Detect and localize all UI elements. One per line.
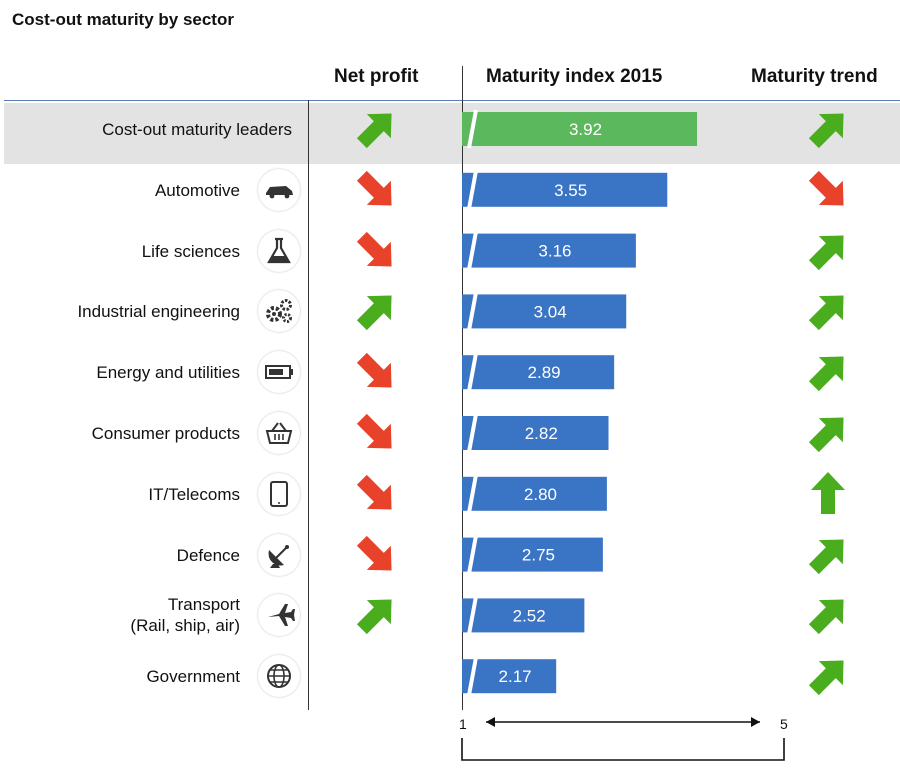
- header-divider: [4, 100, 900, 101]
- axis-break-mark: [467, 656, 478, 696]
- row-label: Consumer products: [92, 423, 240, 444]
- row-label-text: Transport: [167, 595, 240, 615]
- axis-break-mark: [467, 413, 478, 453]
- row-label-text: Energy and utilities: [96, 363, 240, 383]
- row-label-text: Cost-out maturity leaders: [102, 120, 292, 139]
- axis-arrowhead: [751, 717, 760, 727]
- maturity-trend-up-right-arrow-icon: [800, 283, 856, 344]
- flask-icon: [258, 229, 300, 272]
- bar-value-label: 2.80: [524, 485, 557, 504]
- maturity-trend-up-arrow-icon: [800, 466, 856, 527]
- bar-value-label: 3.16: [538, 242, 571, 261]
- maturity-trend-down-right-arrow-icon: [800, 162, 856, 223]
- row-label: IT/Telecoms: [148, 484, 240, 505]
- row-label-text: Defence: [176, 545, 240, 565]
- bar-defence: [462, 537, 603, 572]
- maturity-trend-up-right-arrow-icon: [800, 101, 856, 162]
- axis-max-label: 5: [780, 716, 788, 732]
- axis-range-bracket: [461, 738, 785, 761]
- car-icon: [258, 168, 300, 211]
- leader-row-highlight: [4, 103, 900, 164]
- row-label-text: Automotive: [154, 180, 240, 200]
- airplane-icon: [258, 594, 300, 637]
- row-label: Cost-out maturity leaders: [102, 119, 292, 140]
- bar-automotive: [462, 172, 668, 207]
- row-label: Life sciences: [142, 241, 240, 262]
- maturity-trend-up-right-arrow-icon: [800, 587, 856, 648]
- axis-arrowhead: [486, 717, 495, 727]
- bar-government: [462, 659, 557, 694]
- bar-value-label: 2.75: [522, 546, 555, 565]
- globe-icon: [258, 655, 300, 698]
- tablet-icon: [258, 472, 300, 515]
- row-label: Automotive: [155, 180, 240, 201]
- basket-icon: [258, 412, 300, 454]
- row-label-text: Consumer products: [91, 424, 240, 443]
- bar-energy-and-utilities: [462, 355, 615, 390]
- bar-value-label: 2.52: [513, 606, 546, 625]
- net-profit-down-right-arrow-icon: [348, 405, 404, 466]
- axis-break-mark: [467, 109, 478, 149]
- bar-cost-out-maturity-leaders: [462, 112, 698, 146]
- row-label-text: IT/Telecoms: [148, 484, 240, 504]
- bar-industrial-engineering: [462, 294, 627, 329]
- maturity-trend-up-right-arrow-icon: [800, 223, 856, 284]
- axis-break-mark: [467, 231, 478, 270]
- axis-break-mark: [467, 596, 478, 635]
- net-profit-up-right-arrow-icon: [348, 283, 404, 344]
- row-label-text: Industrial engineering: [77, 302, 240, 322]
- bar-value-label: 2.17: [499, 667, 532, 686]
- maturity-trend-up-right-arrow-icon: [800, 527, 856, 588]
- axis-break-mark: [467, 292, 478, 331]
- row-label: Defence: [177, 545, 240, 566]
- row-label: Industrial engineering: [77, 301, 240, 322]
- net-profit-down-right-arrow-icon: [348, 223, 404, 284]
- net-profit-down-right-arrow-icon: [348, 527, 404, 588]
- bar-value-label: 3.55: [554, 181, 587, 200]
- maturity-trend-up-right-arrow-icon: [800, 344, 856, 405]
- label-column-divider: [308, 100, 309, 710]
- row-label-subtext: (Rail, ship, air): [130, 616, 240, 636]
- row-label-text: Government: [146, 667, 240, 687]
- gears-icon: [258, 290, 300, 333]
- maturity-trend-header: Maturity trend: [751, 66, 878, 87]
- axis-break-mark: [467, 170, 478, 210]
- bar-life-sciences: [462, 233, 636, 268]
- battery-icon: [258, 351, 300, 394]
- row-label-text: Life sciences: [141, 241, 240, 261]
- axis-min-label: 1: [459, 716, 467, 732]
- net-profit-up-right-arrow-icon: [348, 101, 404, 162]
- net-profit-down-right-arrow-icon: [348, 344, 404, 405]
- row-label: Transport (Rail, ship, air): [130, 594, 240, 636]
- row-label: Government: [146, 666, 240, 687]
- maturity-trend-up-right-arrow-icon: [800, 405, 856, 466]
- bar-value-label: 3.04: [534, 302, 567, 321]
- satellite-dish-icon: [258, 533, 300, 576]
- maturity-index-header: Maturity index 2015: [486, 66, 663, 87]
- axis-break-mark: [467, 535, 478, 574]
- axis-break-mark: [467, 352, 478, 392]
- bar-consumer-products: [462, 416, 609, 450]
- bar-it-telecoms: [462, 476, 607, 511]
- net-profit-header: Net profit: [334, 66, 419, 87]
- bar-value-label: 2.89: [528, 363, 561, 382]
- axis-break-mark: [467, 474, 478, 514]
- net-profit-down-right-arrow-icon: [348, 466, 404, 527]
- chart-title: Cost-out maturity by sector: [12, 10, 234, 29]
- bar-value-label: 2.82: [525, 424, 558, 443]
- row-label: Energy and utilities: [96, 362, 240, 383]
- net-profit-up-right-arrow-icon: [348, 587, 404, 648]
- maturity-trend-up-right-arrow-icon: [800, 648, 856, 709]
- net-profit-down-right-arrow-icon: [348, 162, 404, 223]
- bar-value-label: 3.92: [569, 120, 602, 139]
- bar-transport-rail-ship-air: [462, 598, 585, 633]
